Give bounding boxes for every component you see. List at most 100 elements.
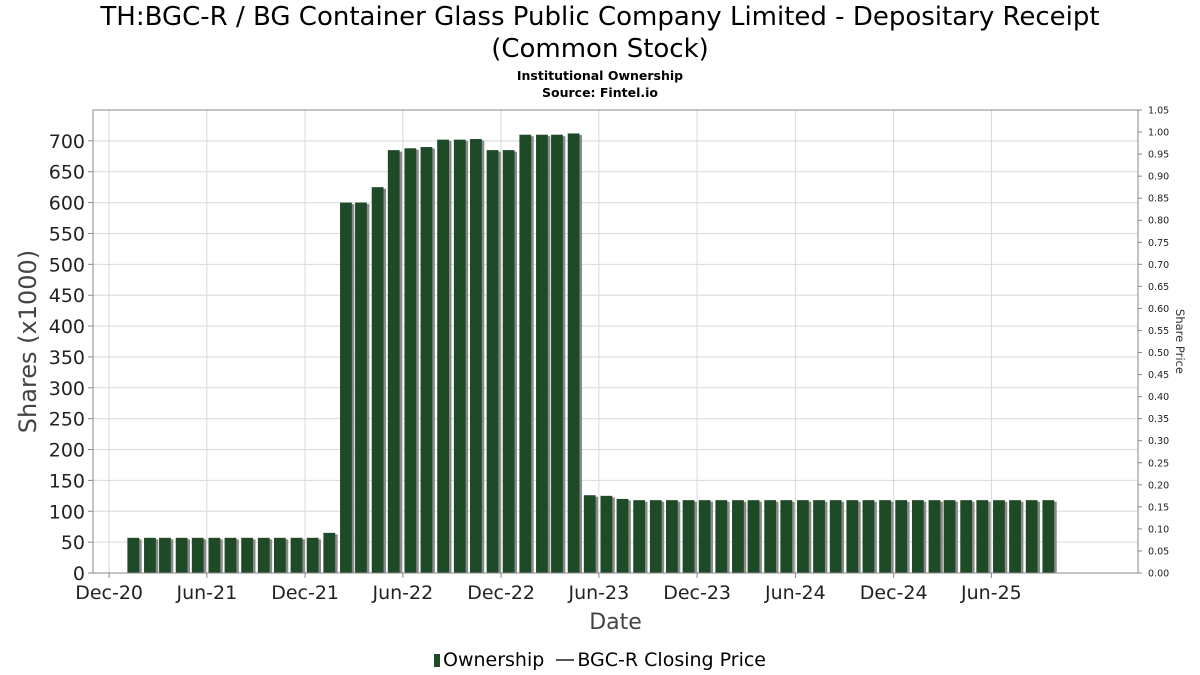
bar <box>1042 500 1055 573</box>
bar <box>536 134 548 573</box>
bar <box>273 537 286 573</box>
bars <box>127 133 1057 574</box>
y2-tick-label: 0.45 <box>1148 370 1169 381</box>
bar <box>323 532 336 573</box>
y2-tick-label: 0.25 <box>1148 458 1169 469</box>
y-axis-label: Shares (x1000) <box>14 250 42 433</box>
y-tick-label: 550 <box>49 223 85 245</box>
bar <box>600 495 613 573</box>
bar <box>715 500 728 573</box>
bar <box>257 537 270 573</box>
y2-tick-label: 0.80 <box>1148 216 1169 227</box>
bar <box>993 500 1005 573</box>
y2-tick-label: 0.85 <box>1148 194 1169 205</box>
y2-tick-label: 0.55 <box>1148 326 1169 337</box>
bar <box>649 500 662 573</box>
y2-tick-label: 0.95 <box>1148 150 1169 161</box>
y2-tick-label: 0.30 <box>1148 436 1169 447</box>
y-axis: 0 50 100 150 200 250 300 350 400 450 500 550 600 650 7… <box>49 131 93 585</box>
bar <box>437 139 450 573</box>
y-tick-label: 700 <box>49 131 85 153</box>
bar <box>290 537 303 573</box>
bar <box>797 500 809 573</box>
y2-tick-label: 0.65 <box>1148 282 1169 293</box>
y-tick-label: 350 <box>49 347 85 369</box>
legend-bar-swatch <box>433 653 440 667</box>
bar <box>191 537 204 573</box>
y-tick-label: 450 <box>49 285 85 307</box>
bar <box>583 495 596 573</box>
y2-axis-label: Share Price <box>1173 309 1187 374</box>
x-tick-label: Jun-25 <box>960 582 1022 604</box>
bar <box>976 500 989 573</box>
bar <box>355 202 367 573</box>
chart-title-continued: (Common Stock) <box>491 34 709 64</box>
legend-line-swatch <box>556 658 575 661</box>
bar <box>666 500 678 573</box>
bar <box>846 500 859 573</box>
y-tick-label: 650 <box>49 162 85 184</box>
legend-price-label: BGC-R Closing Price <box>577 648 766 671</box>
bar <box>682 500 695 573</box>
bar <box>960 500 973 573</box>
y2-axis: 0.00 0.05 0.10 0.15 0.20 0.25 0.30 0.35 0.40 0.45… <box>1138 106 1169 580</box>
chart-subtitle: Institutional Ownership <box>516 68 684 83</box>
y-tick-label: 600 <box>49 193 85 215</box>
y-tick-label: 250 <box>49 409 85 431</box>
y-tick-label: 200 <box>49 440 85 462</box>
bar <box>928 500 941 573</box>
legend: Ownership BGC-R Closing Price <box>0 647 1200 672</box>
bar <box>502 150 515 574</box>
bar <box>127 537 140 573</box>
y2-tick-label: 0.70 <box>1148 260 1169 271</box>
y-tick-label: 50 <box>61 532 85 554</box>
y2-tick-label: 0.90 <box>1148 172 1169 183</box>
bar <box>764 500 777 573</box>
y-tick-label: 100 <box>49 501 85 523</box>
bar <box>453 139 466 573</box>
y2-tick-label: 0.10 <box>1148 524 1169 535</box>
y2-tick-label: 1.00 <box>1148 128 1169 139</box>
bar <box>306 537 319 573</box>
bar <box>1009 500 1021 573</box>
y-tick-label: 500 <box>49 254 85 276</box>
x-tick-label: Dec-22 <box>467 582 535 604</box>
y2-tick-label: 1.05 <box>1148 106 1169 117</box>
bar <box>616 498 629 573</box>
bar <box>862 500 875 573</box>
x-tick-label: Jun-23 <box>567 582 629 604</box>
y-tick-label: 150 <box>49 470 85 492</box>
bar <box>698 500 711 573</box>
bar <box>911 500 924 573</box>
x-tick-label: Dec-24 <box>860 582 928 604</box>
y-tick-label: 400 <box>49 316 85 338</box>
bar <box>895 500 908 573</box>
bar <box>519 134 532 573</box>
bar <box>551 134 563 573</box>
y2-tick-label: 0.60 <box>1148 304 1169 315</box>
x-tick-label: Jun-22 <box>371 582 433 604</box>
y2-tick-label: 0.35 <box>1148 414 1169 425</box>
x-tick-label: Jun-21 <box>175 582 237 604</box>
y2-tick-label: 0.05 <box>1148 546 1169 557</box>
bar <box>420 147 433 574</box>
bar <box>144 537 156 573</box>
bar <box>241 537 254 573</box>
bar <box>224 537 237 573</box>
bar <box>567 133 580 573</box>
chart-source: Source: Fintel.io <box>542 85 658 100</box>
bar <box>387 150 400 574</box>
bar <box>159 537 171 573</box>
bar <box>1025 500 1038 573</box>
bar <box>780 500 793 573</box>
x-tick-label: Dec-23 <box>663 582 731 604</box>
chart-title: TH:BGC-R / BG Container Glass Public Com… <box>100 2 1100 32</box>
bar <box>208 537 221 573</box>
x-axis-label: Date <box>589 610 642 635</box>
bar <box>340 202 352 573</box>
y-tick-label: 300 <box>49 378 85 400</box>
y2-tick-label: 0.15 <box>1148 502 1169 513</box>
x-tick-label: Jun-24 <box>764 582 826 604</box>
y2-tick-label: 0.50 <box>1148 348 1169 359</box>
bar <box>633 500 646 573</box>
